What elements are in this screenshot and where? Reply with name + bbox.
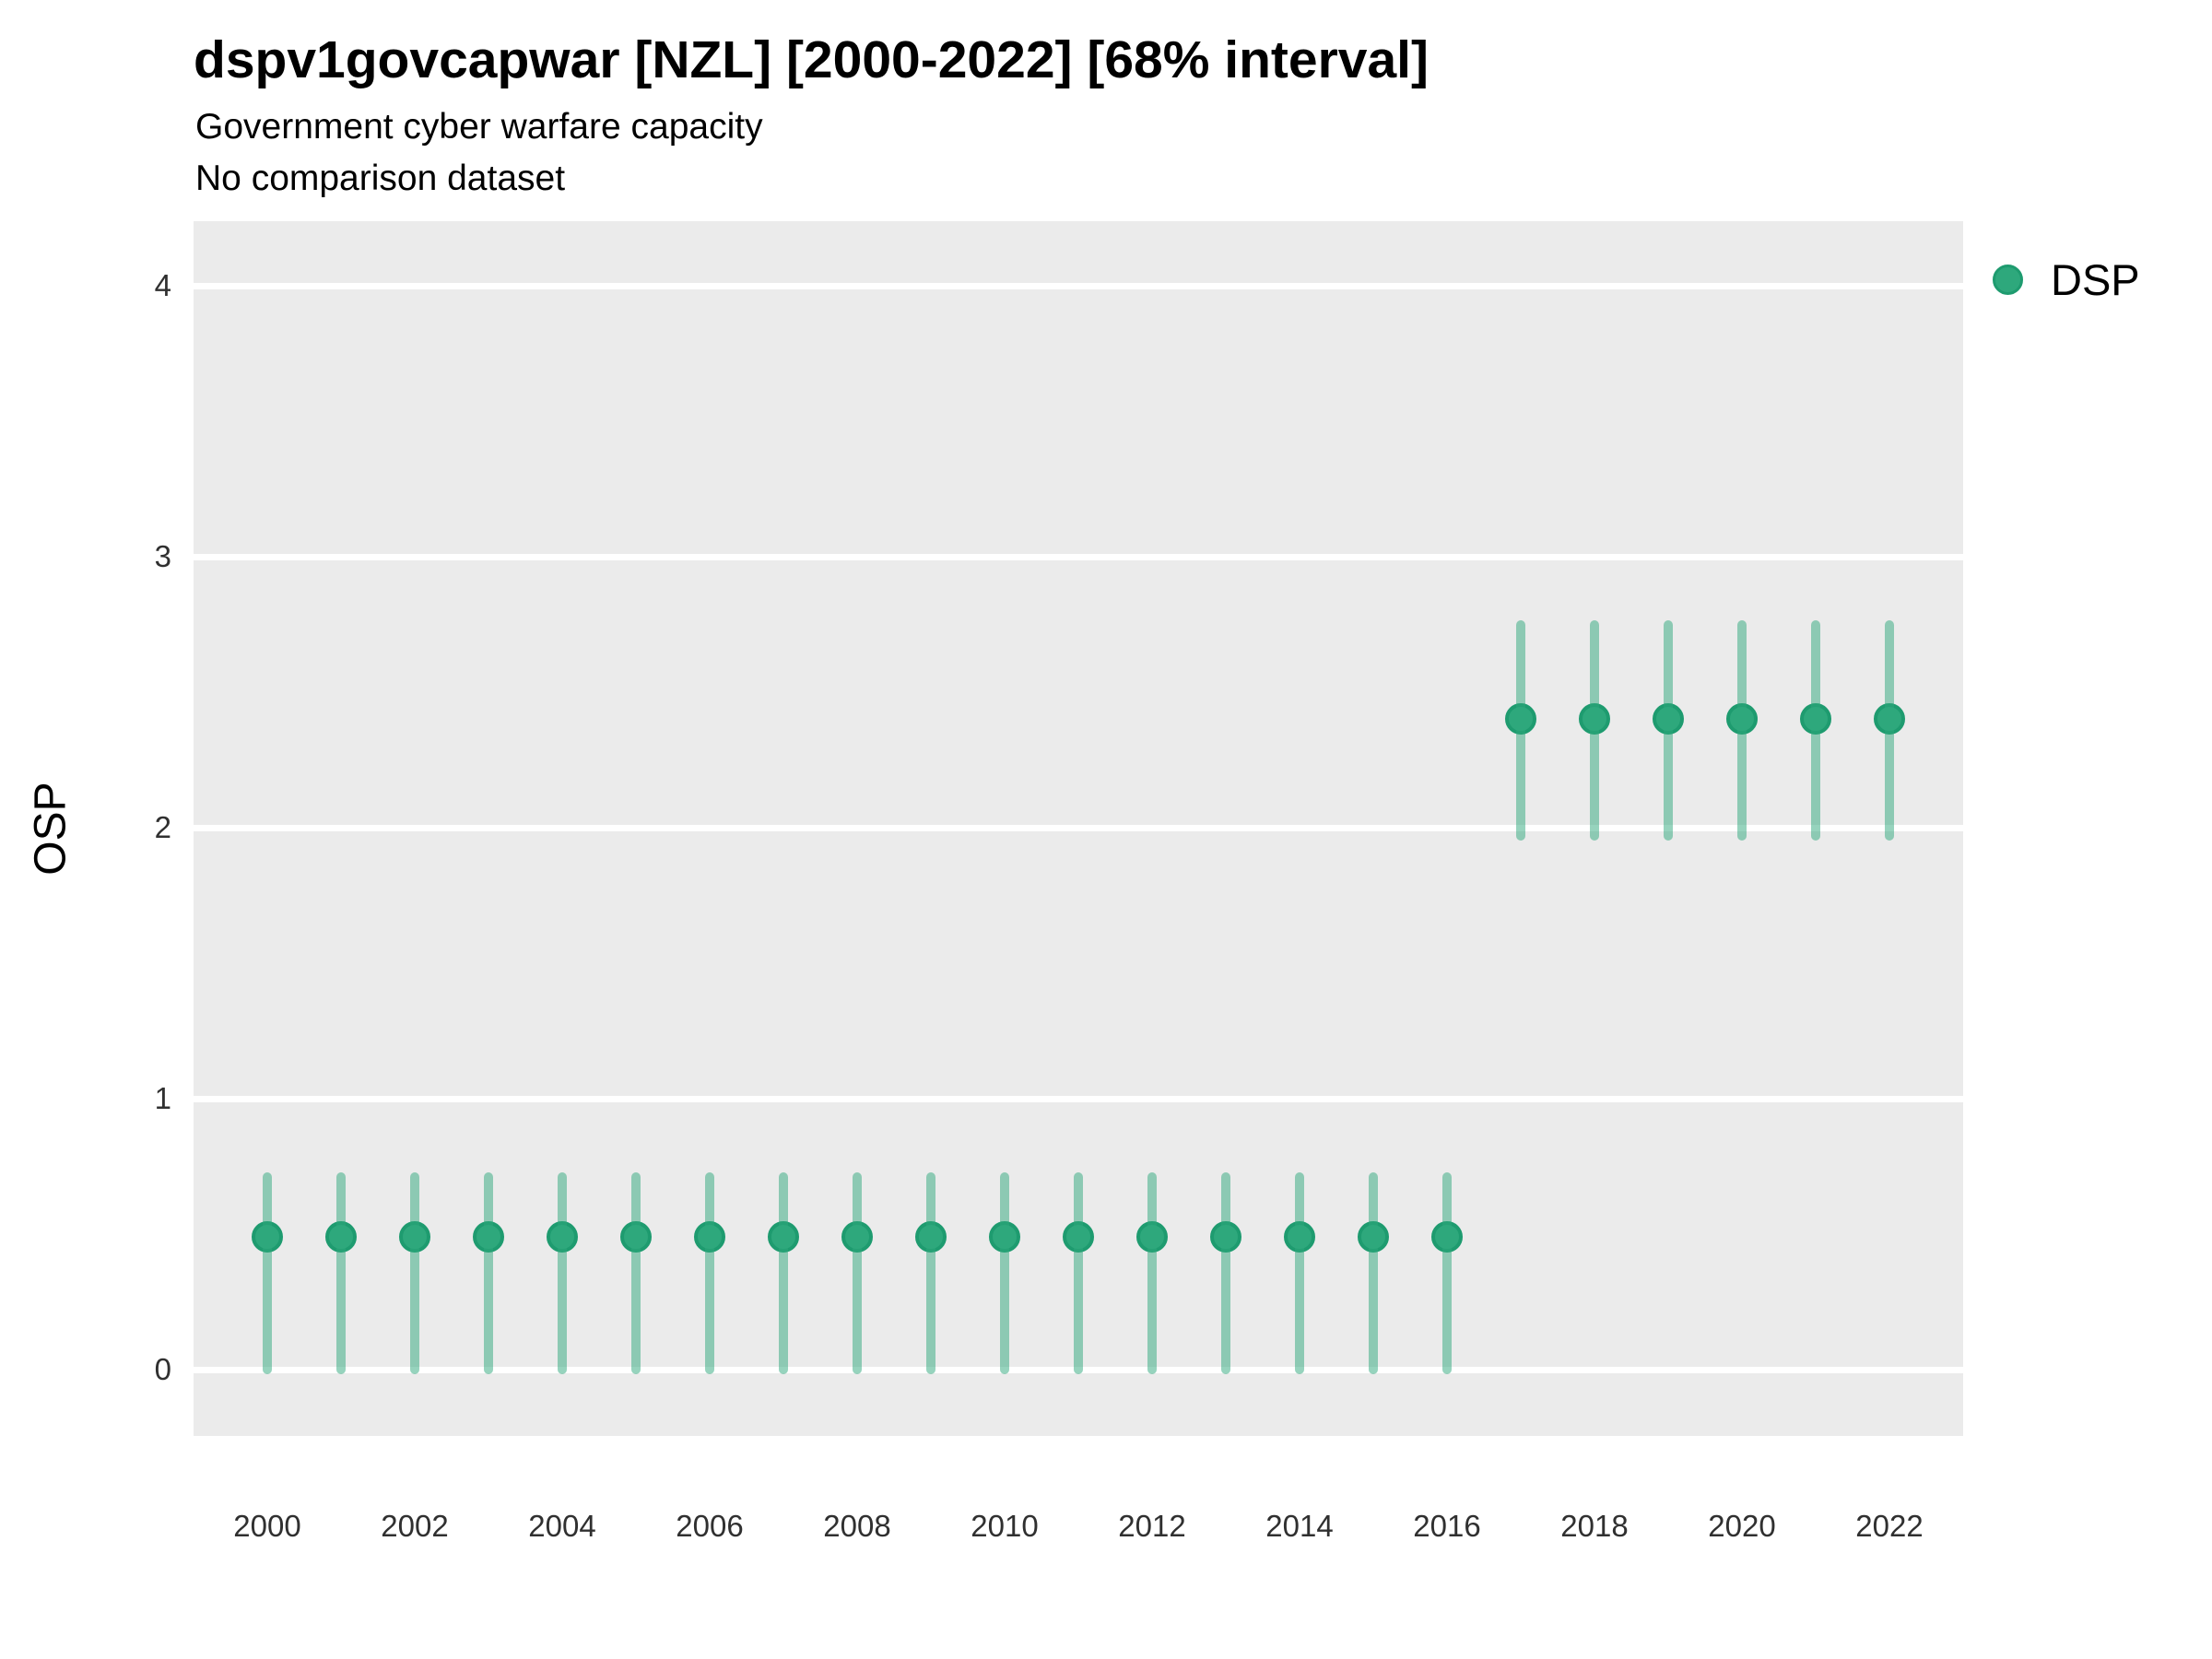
interval-2019: [1664, 619, 1673, 841]
interval-2016: [1442, 1172, 1452, 1374]
x-tick-label-2006: 2006: [676, 1509, 744, 1543]
gridline-y-1: [194, 1096, 1963, 1102]
interval-2000: [263, 1172, 272, 1374]
x-tick-label-2000: 2000: [233, 1509, 301, 1543]
interval-2004: [558, 1172, 567, 1374]
x-tick-label-2014: 2014: [1265, 1509, 1334, 1543]
chart-subtitle: Government cyber warfare capacity No com…: [195, 101, 763, 205]
interval-2001: [336, 1172, 346, 1374]
subtitle-line-1: Government cyber warfare capacity: [195, 107, 763, 147]
interval-2014: [1295, 1172, 1304, 1374]
gridline-y-3: [194, 554, 1963, 560]
y-tick-label-0: 0: [154, 1352, 171, 1386]
interval-2021: [1811, 619, 1820, 841]
x-tick-label-2022: 2022: [1855, 1509, 1924, 1543]
legend-label: DSP: [2051, 255, 2140, 304]
subtitle-line-2: No comparison dataset: [195, 159, 566, 198]
x-tick-label-2008: 2008: [823, 1509, 891, 1543]
interval-2002: [410, 1172, 419, 1374]
interval-2015: [1369, 1172, 1378, 1374]
x-tick-label-2002: 2002: [381, 1509, 449, 1543]
interval-2010: [1000, 1172, 1009, 1374]
interval-2006: [705, 1172, 714, 1374]
x-tick-label-2016: 2016: [1413, 1509, 1481, 1543]
interval-2018: [1590, 619, 1599, 841]
y-tick-label-1: 1: [154, 1081, 171, 1115]
interval-2009: [926, 1172, 935, 1374]
x-tick-label-2010: 2010: [971, 1509, 1039, 1543]
gridline-y-2: [194, 825, 1963, 831]
interval-2017: [1516, 619, 1525, 841]
interval-2011: [1074, 1172, 1083, 1374]
chart-title: dspv1govcapwar [NZL] [2000-2022] [68% in…: [194, 30, 1429, 89]
interval-2012: [1147, 1172, 1157, 1374]
interval-2008: [853, 1172, 862, 1374]
interval-2020: [1737, 619, 1747, 841]
interval-2013: [1221, 1172, 1230, 1374]
y-tick-label-3: 3: [154, 539, 171, 573]
legend: DSP: [1993, 254, 2140, 305]
gridline-y-4: [194, 283, 1963, 289]
interval-2003: [484, 1172, 493, 1374]
x-tick-label-2004: 2004: [528, 1509, 596, 1543]
legend-point-icon: [1993, 265, 2023, 295]
x-tick-label-2018: 2018: [1560, 1509, 1629, 1543]
plot-panel: [194, 221, 1963, 1436]
interval-2022: [1885, 619, 1894, 841]
interval-2007: [779, 1172, 788, 1374]
y-tick-label-2: 2: [154, 810, 171, 844]
x-tick-label-2020: 2020: [1708, 1509, 1776, 1543]
interval-2005: [631, 1172, 641, 1374]
y-tick-label-4: 4: [154, 268, 171, 302]
x-tick-label-2012: 2012: [1118, 1509, 1186, 1543]
